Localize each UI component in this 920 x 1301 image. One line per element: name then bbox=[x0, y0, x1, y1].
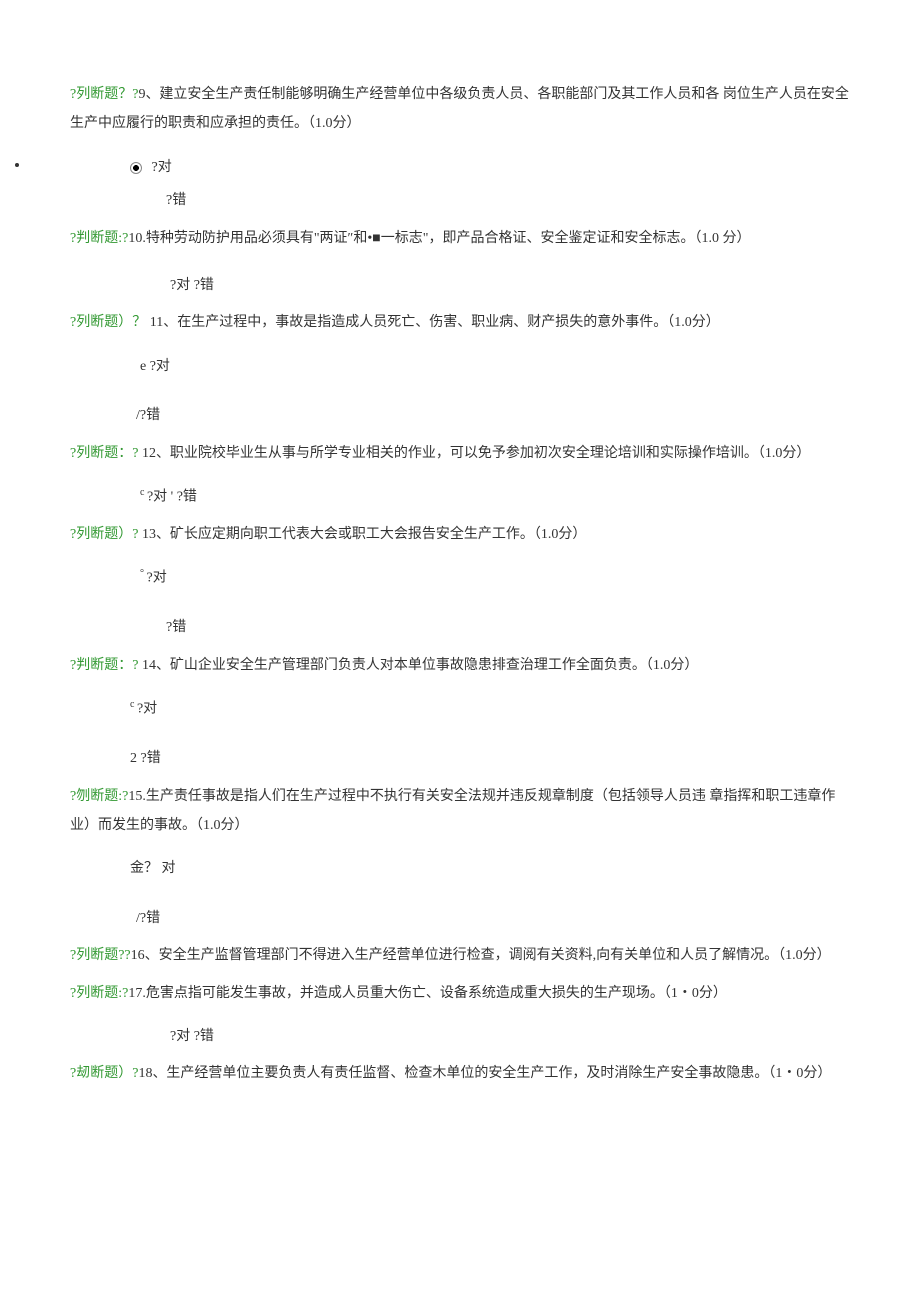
answer-row: e ?对 bbox=[70, 352, 850, 381]
radio-selected-icon[interactable] bbox=[130, 162, 142, 174]
bullet-icon bbox=[15, 163, 19, 167]
answer-prefix: c bbox=[140, 487, 147, 498]
question-17: ?列断题:?17.危害点指可能发生事故，并造成人员重大伤亡、设备系统造成重大损失… bbox=[70, 979, 850, 1052]
question-16: ?列断题??16、安全生产监督管理部门不得进入生产经营单位进行检查，调阅有关资料… bbox=[70, 941, 850, 970]
answer-false[interactable]: ?错 bbox=[166, 193, 186, 208]
answer-options[interactable]: ?对 ' ?错 bbox=[147, 490, 197, 505]
question-12: ?列断题：? 12、职业院校毕业生从事与所学专业相关的作业，可以免予参加初次安全… bbox=[70, 439, 850, 512]
answer-prefix: 2 bbox=[130, 751, 141, 766]
answer-row: c ?对 bbox=[70, 694, 850, 724]
question-label: ?列断题）? bbox=[70, 527, 142, 542]
answer-row: ?错 bbox=[70, 613, 850, 642]
question-text: 9、建立安全生产责任制能够明确生产经营单位中各级负责人员、各职能部门及其工作人员… bbox=[70, 87, 849, 131]
question-text: 11、在生产过程中，事故是指造成人员死亡、伤害、职业病、财产损失的意外事件。（1… bbox=[150, 315, 720, 330]
answer-false[interactable]: ?错 bbox=[140, 911, 160, 926]
answer-true[interactable]: ?对 bbox=[147, 571, 167, 586]
question-text: 13、矿长应定期向职工代表大会或职工大会报告安全生产工作。（1.0分） bbox=[142, 527, 587, 542]
answer-row: /?错 bbox=[70, 904, 850, 933]
answer-row: ?错 bbox=[70, 186, 850, 215]
question-text: 18、生产经营单位主要负责人有责任监督、检查木单位的安全生产工作，及时消除生产安… bbox=[138, 1066, 831, 1081]
answer-row: ?对 bbox=[70, 153, 850, 182]
question-text: 12、职业院校毕业生从事与所学专业相关的作业，可以免予参加初次安全理论培训和实际… bbox=[142, 446, 811, 461]
question-label: ?列断题:? bbox=[70, 986, 128, 1001]
question-10: ?判断题:?10.特种劳动防护用品必须具有"两证″和•■一标志"，即产品合格证、… bbox=[70, 224, 850, 301]
question-text: 10.特种劳动防护用品必须具有"两证″和•■一标志"，即产品合格证、安全鉴定证和… bbox=[128, 231, 750, 246]
question-text: 17.危害点指可能发生事故，并造成人员重大伤亡、设备系统造成重大损失的生产现场。… bbox=[128, 986, 727, 1001]
answer-true[interactable]: 对 bbox=[162, 861, 176, 876]
question-18: ?刼断题）?18、生产经营单位主要负责人有责任监督、检查木单位的安全生产工作，及… bbox=[70, 1059, 850, 1088]
question-label: ?刎断题:? bbox=[70, 789, 128, 804]
question-label: ?列断题?? bbox=[70, 948, 131, 963]
answer-prefix: e bbox=[140, 359, 150, 374]
answer-prefix: 金？ bbox=[130, 861, 162, 876]
question-label: ?判断题:? bbox=[70, 231, 128, 246]
answer-true[interactable]: ?对 bbox=[137, 702, 157, 717]
answer-row: c ?对 ' ?错 bbox=[70, 482, 850, 512]
question-15: ?刎断题:?15.生产责任事故是指人们在生产过程中不执行有关安全法规并违反规章制… bbox=[70, 782, 850, 934]
question-label: ?刼断题）? bbox=[70, 1066, 138, 1081]
question-label: ?判断题：? bbox=[70, 658, 142, 673]
answer-options[interactable]: ?对 ?错 bbox=[170, 1029, 214, 1044]
question-9: ?列断题？?9、建立安全生产责任制能够明确生产经营单位中各级负责人员、各职能部门… bbox=[70, 80, 850, 216]
answer-row: ?对 ?错 bbox=[70, 271, 850, 300]
question-11: ?列断题）？ 11、在生产过程中，事故是指造成人员死亡、伤害、职业病、财产损失的… bbox=[70, 308, 850, 430]
question-13: ?列断题）? 13、矿长应定期向职工代表大会或职工大会报告安全生产工作。（1.0… bbox=[70, 520, 850, 643]
answer-row: ?对 ?错 bbox=[70, 1022, 850, 1051]
question-label: ?列断题：? bbox=[70, 446, 142, 461]
question-label: ?列断题？? bbox=[70, 87, 138, 102]
answer-true[interactable]: ?对 bbox=[150, 359, 170, 374]
answer-row: /?错 bbox=[70, 401, 850, 430]
question-text: 14、矿山企业安全生产管理部门负责人对本单位事故隐患排查治理工作全面负责。（1.… bbox=[142, 658, 699, 673]
answer-prefix: c bbox=[130, 699, 137, 710]
question-14: ?判断题：? 14、矿山企业安全生产管理部门负责人对本单位事故隐患排查治理工作全… bbox=[70, 651, 850, 774]
answer-row: 2 ?错 bbox=[70, 744, 850, 773]
answer-false[interactable]: ?错 bbox=[141, 751, 161, 766]
question-label: ?列断题）？ bbox=[70, 315, 150, 330]
answer-options[interactable]: ?对 ?错 bbox=[170, 278, 214, 293]
answer-false[interactable]: ?错 bbox=[140, 408, 160, 423]
answer-true[interactable]: ?对 bbox=[152, 160, 172, 175]
answer-row: ° ?对 bbox=[70, 563, 850, 593]
answer-false[interactable]: ?错 bbox=[166, 620, 186, 635]
answer-row: 金？ 对 bbox=[70, 854, 850, 883]
question-text: 16、安全生产监督管理部门不得进入生产经营单位进行检查，调阅有关资料,向有关单位… bbox=[131, 948, 831, 963]
question-text: 15.生产责任事故是指人们在生产过程中不执行有关安全法规并违反规章制度（包括领导… bbox=[70, 789, 835, 833]
